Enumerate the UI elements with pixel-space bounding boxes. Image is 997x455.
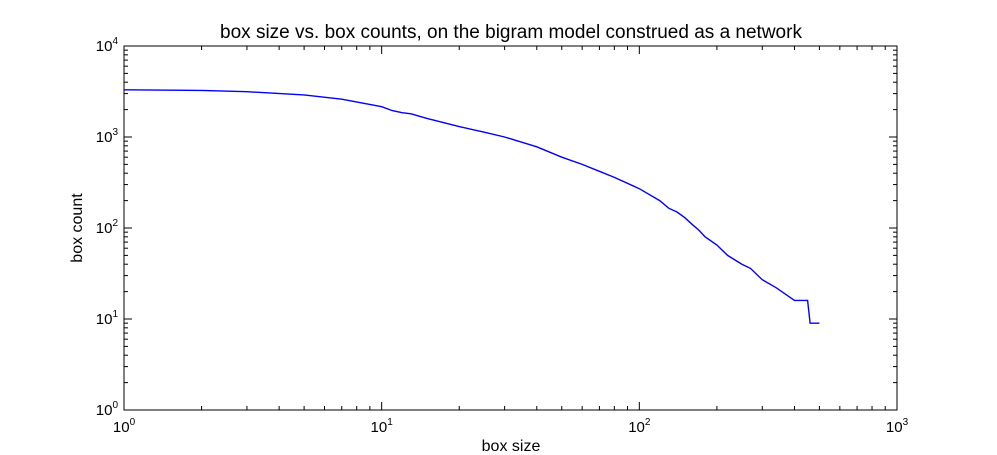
y-tick-label-0: 100	[96, 400, 119, 419]
x-tick-label-2: 102	[628, 417, 651, 436]
x-tick-label-2-exponent: 2	[645, 417, 651, 428]
y-tick-label-2: 102	[96, 218, 119, 237]
x-tick-label-1-exponent: 1	[387, 417, 393, 428]
x-tick-label-0: 100	[113, 417, 136, 436]
series-line	[123, 89, 820, 324]
y-tick-label-0-base: 10	[96, 402, 113, 419]
y-tick-label-3: 103	[96, 127, 119, 146]
x-tick-label-3: 103	[886, 417, 909, 436]
y-tick-label-3-base: 10	[96, 129, 113, 146]
y-tick-label-1: 101	[96, 309, 119, 328]
y-tick-label-4-base: 10	[96, 38, 113, 55]
x-axis-label: box size	[482, 438, 541, 455]
x-tick-label-3-base: 10	[886, 419, 903, 436]
x-tick-label-1-base: 10	[371, 419, 388, 436]
y-axis-label: box count	[69, 193, 86, 263]
y-tick-label-0-exponent: 0	[112, 400, 118, 411]
x-tick-label-0-exponent: 0	[130, 417, 136, 428]
x-tick-label-2-base: 10	[628, 419, 645, 436]
y-tick-label-1-exponent: 1	[112, 309, 118, 320]
y-tick-label-1-base: 10	[96, 311, 113, 328]
chart-title: box size vs. box counts, on the bigram m…	[220, 22, 802, 43]
y-tick-label-4-exponent: 4	[112, 36, 118, 47]
x-tick-label-1: 101	[371, 417, 394, 436]
y-tick-label-2-exponent: 2	[112, 218, 118, 229]
y-tick-label-3-exponent: 3	[112, 127, 118, 138]
x-tick-label-0-base: 10	[113, 419, 130, 436]
y-tick-label-2-base: 10	[96, 220, 113, 237]
x-tick-label-3-exponent: 3	[903, 417, 909, 428]
plot-area	[123, 45, 898, 411]
y-tick-label-4: 104	[96, 36, 119, 55]
x-axis: 100 101 102 103	[113, 46, 909, 436]
